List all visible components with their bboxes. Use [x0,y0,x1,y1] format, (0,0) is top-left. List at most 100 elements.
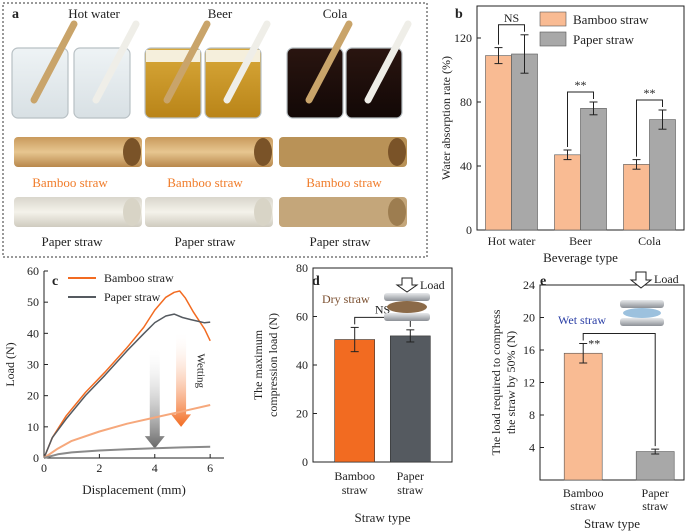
straw-in-cup [305,20,353,104]
paper-straw-end [388,198,406,226]
x-tick-label: Beer [569,234,592,248]
x-axis-label: Displacement (mm) [82,482,186,497]
x-tick-label: straw [642,499,668,513]
y-tick-label: 40 [296,358,308,372]
y-tick-label: 50 [27,295,39,309]
y-tick-label: 0 [302,455,308,469]
bamboo-straw-end [254,138,272,166]
label-cola: Cola [323,6,348,21]
y-tick-label: 60 [27,264,39,278]
y-tick-label: 20 [296,407,308,421]
significance-bracket [636,99,663,157]
beverage-cup [144,20,211,119]
press-plate-top [620,300,664,308]
panel-d: d 0 20 40 60 80 The maximum compression load (… [251,261,453,525]
y-tick-label: 4 [529,441,535,455]
condition-label: Wet straw [558,313,606,327]
paper-straw-end [254,198,272,226]
beverage-cup [286,20,353,119]
straw-in-cup [364,20,412,104]
y-tick-label: 20 [523,311,535,325]
y-tick-label: 120 [454,31,472,45]
bar [554,154,581,231]
label-hot-water: Hot water [68,6,120,21]
bamboo-label-3: Bamboo straw [306,175,382,190]
legend-label: Paper straw [104,290,161,304]
y-axis-label: The load required to compress [489,309,503,455]
legend-label: Paper straw [573,32,635,47]
x-tick-label: straw [342,483,368,497]
load-label: Load [420,278,445,292]
straw-in-cup [30,20,78,104]
load-arrow [629,271,653,289]
x-tick-label: 6 [207,461,213,475]
beverage-cup [11,20,78,119]
series-line [43,404,211,459]
panel-c-letter: c [52,274,58,289]
beverage-cups [11,20,412,119]
x-axis-label: Straw type [584,516,640,531]
significance-bracket [567,91,594,147]
y-axis-label: The maximum [251,329,265,400]
y-axis-label: Water absorption rate (%) [439,56,453,180]
series-line [43,313,211,459]
press-plate-bottom [384,313,430,321]
wetting-annotation: Wetting [195,353,207,388]
paper-label-2: Paper straw [174,234,236,249]
y-tick-label: 60 [296,310,308,324]
y-tick-label: 0 [33,451,39,465]
condition-label: Dry straw [322,292,370,306]
compressed-straw [387,301,427,313]
panel-b-letter: b [455,7,463,22]
series-line [43,445,211,459]
bar [649,119,676,231]
beverage-cup [345,20,412,119]
y-tick-label: 20 [27,389,39,403]
bar [389,335,431,463]
panel-c: c 0 10 20 30 40 50 60 0 2 4 6 Load (N) Displacement … [3,264,224,497]
x-tick-label: Bamboo [334,469,375,483]
load-label: Load [654,272,679,286]
paper-straw-photo [14,197,142,227]
paper-straw-photo [279,197,407,227]
straw-in-cup [92,20,140,104]
y-tick-label: 80 [296,261,308,275]
bar [511,53,538,231]
press-plate-top [384,293,430,301]
x-tick-label: 2 [96,461,102,475]
bar [623,164,650,231]
bar [635,451,675,481]
label-beer: Beer [208,6,233,21]
significance-bracket [582,333,656,447]
panel-a-letter: a [12,7,19,22]
x-axis-label: Beverage type [543,250,618,265]
significance-label: ** [588,337,600,351]
significance-label: ** [575,78,587,92]
bar [334,339,376,463]
significance-label: ** [644,86,656,100]
paper-label-1: Paper straw [41,234,103,249]
y-axis-label: compression load (N) [266,313,280,417]
bar [485,55,512,231]
y-tick-label: 40 [27,326,39,340]
bamboo-straw-photo [145,137,273,167]
straw-photos [14,137,407,227]
panel-e: e 4 8 12 16 20 24 The load required to compres… [489,271,685,531]
panel-a: a Hot water Beer Cola Bamboo straw Bambo… [2,2,428,258]
x-tick-label: Paper [642,486,669,500]
bar [563,352,603,481]
y-tick-label: 30 [27,358,39,372]
wetting-arrow-bamboo [171,333,192,427]
bamboo-straw-photo [279,137,407,167]
series-line [43,290,211,459]
bamboo-straw-end [123,138,141,166]
compressed-straw [623,308,661,318]
x-tick-label: straw [570,499,596,513]
bar [580,108,607,231]
load-arrow [395,277,419,293]
wetting-arrow-paper [144,348,165,449]
bamboo-label-2: Bamboo straw [167,175,243,190]
y-axis-label: Load (N) [3,342,17,386]
straw-in-cup [163,20,211,104]
